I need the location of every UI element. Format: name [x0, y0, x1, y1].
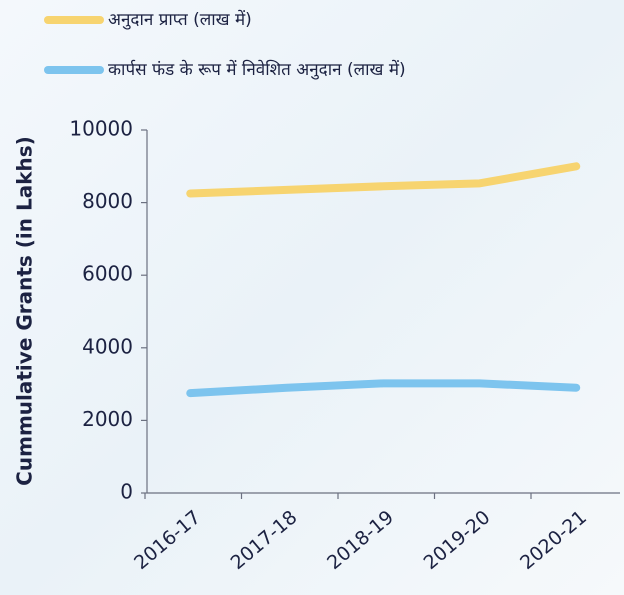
legend-label: कार्पस फंड के रूप में निवेशित अनुदान (ला… [108, 59, 406, 80]
series-line [186, 162, 581, 198]
y-tick-label: 8000 [82, 189, 133, 213]
y-axis-label: Cummulative Grants (in Lakhs) [13, 136, 37, 486]
y-tick-label: 6000 [82, 262, 133, 286]
y-tick-label: 10000 [69, 117, 133, 141]
y-tick-label: 4000 [82, 334, 133, 358]
series-line [186, 379, 581, 398]
y-tick-label: 2000 [82, 407, 133, 431]
y-tick-label: 0 [120, 480, 133, 504]
legend-label: अनुदान प्राप्त (लाख में) [108, 9, 252, 30]
